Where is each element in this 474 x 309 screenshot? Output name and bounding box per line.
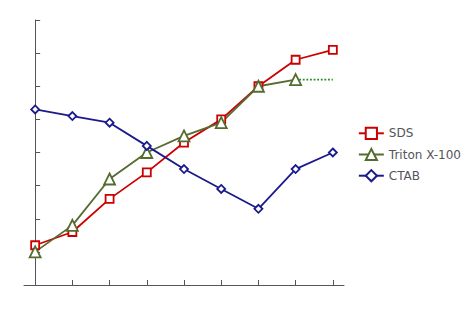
svg-text:SDS: SDS [389, 126, 413, 140]
svg-text:Triton X-100: Triton X-100 [388, 148, 461, 162]
svg-text:CTAB: CTAB [389, 169, 420, 183]
